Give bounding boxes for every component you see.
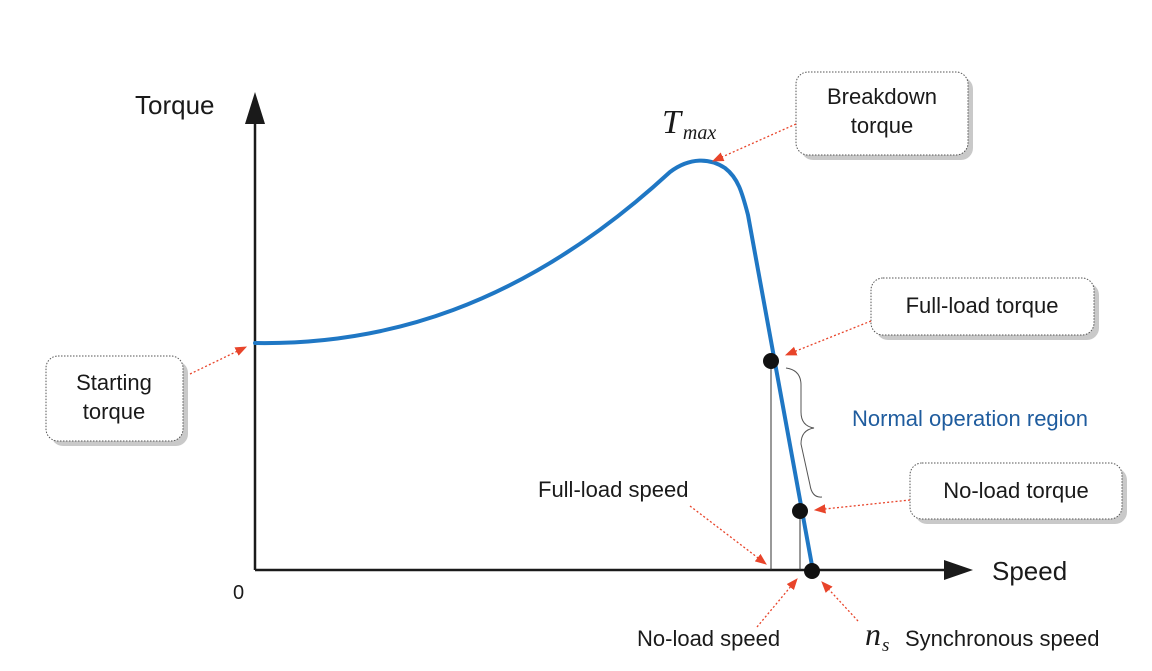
starting-line1: Starting bbox=[76, 370, 152, 395]
normal-region-brace bbox=[785, 367, 823, 498]
x-axis-arrowhead bbox=[944, 560, 973, 580]
ns-label: ns bbox=[865, 616, 889, 656]
no-load-point bbox=[792, 503, 808, 519]
breakdown-torque-box: Breakdown torque bbox=[795, 71, 973, 160]
full-load-speed-label: Full-load speed bbox=[538, 477, 688, 502]
starting-torque-box: Starting torque bbox=[45, 355, 188, 446]
no-load-speed-arrow bbox=[756, 578, 798, 628]
full-load-speed-arrow bbox=[689, 505, 767, 565]
breakdown-line1: Breakdown bbox=[827, 84, 937, 109]
full-load-torque-arrow bbox=[784, 320, 872, 356]
no-load-torque-arrow bbox=[813, 499, 911, 514]
no-load-speed-label: No-load speed bbox=[637, 626, 780, 651]
no-load-torque-label: No-load torque bbox=[943, 478, 1089, 503]
breakdown-arrow bbox=[711, 123, 797, 162]
y-axis-title: Torque bbox=[135, 90, 215, 120]
full-load-torque-box: Full-load torque bbox=[870, 277, 1099, 340]
starting-torque-arrow bbox=[189, 346, 248, 375]
breakdown-line2: torque bbox=[851, 113, 913, 138]
full-load-torque-label: Full-load torque bbox=[906, 293, 1059, 318]
full-load-point bbox=[763, 353, 779, 369]
synchronous-speed-arrow bbox=[821, 581, 859, 622]
synchronous-point bbox=[804, 563, 820, 579]
torque-speed-curve bbox=[253, 158, 815, 573]
y-axis-arrowhead bbox=[245, 92, 265, 124]
ns-subscript: s bbox=[882, 635, 889, 656]
tmax-symbol: T bbox=[662, 104, 683, 141]
x-axis-title: Speed bbox=[992, 556, 1067, 586]
normal-region-label: Normal operation region bbox=[852, 406, 1088, 431]
origin-label: 0 bbox=[233, 582, 244, 604]
no-load-torque-box: No-load torque bbox=[909, 462, 1127, 524]
ns-symbol: n bbox=[865, 616, 881, 652]
synchronous-speed-label: Synchronous speed bbox=[905, 626, 1099, 651]
starting-line2: torque bbox=[83, 399, 145, 424]
tmax-subscript: max bbox=[683, 122, 716, 144]
